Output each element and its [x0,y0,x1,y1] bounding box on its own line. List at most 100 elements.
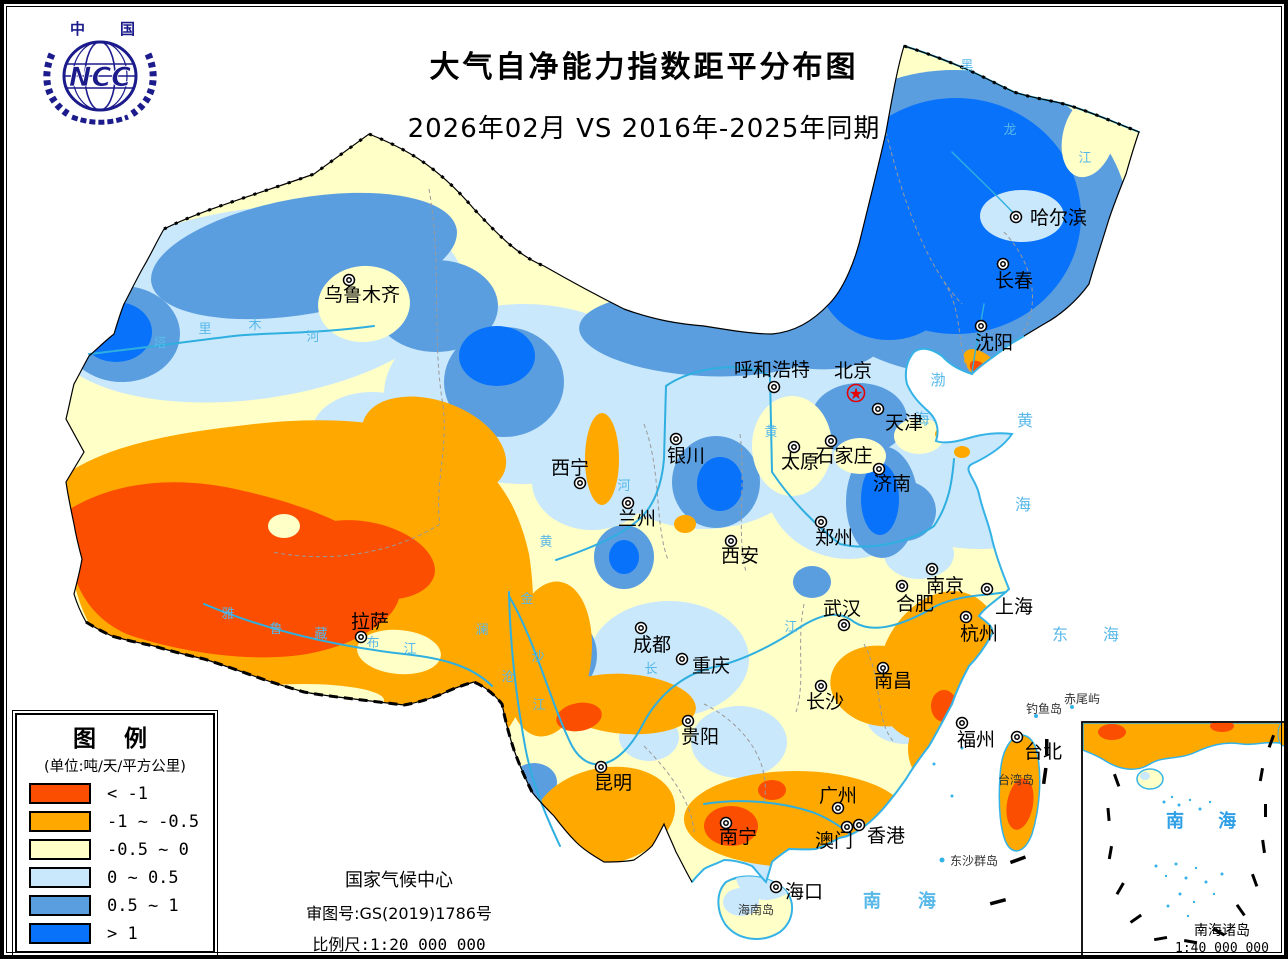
city-label: 贵阳 [681,726,719,748]
laurel-wreath-icon [43,52,157,125]
city-label: 南京 [926,575,964,597]
city-label: 济南 [873,473,911,495]
city-label: 石家庄 [815,445,872,467]
city-label: 上海 [995,596,1033,618]
city-label: 台北 [1024,741,1062,763]
city-label: 昆明 [594,772,632,794]
credits-block: 国家气候中心 审图号:GS(2019)1786号 比例尺:1:20 000 00… [244,866,554,955]
city-昆明: 昆明 [594,760,632,794]
city-label: 太原 [781,451,819,473]
city-label: 沈阳 [975,332,1013,354]
legend-swatch [29,923,91,944]
city-label: 武汉 [823,598,861,620]
sea-label: 黄 [1017,411,1033,430]
legend-title: 图 例 [72,726,157,752]
city-label: 北京 [834,360,872,382]
city-label: 西宁 [551,457,589,479]
city-marker-inner [638,625,644,631]
city-marker-inner [856,822,862,828]
city-呼和浩特: 呼和浩特 [734,359,810,394]
river-label: 金 [520,591,533,607]
city-marker-inner [723,820,729,826]
city-marker-inner [978,323,984,329]
legend-label: 0 ~ 0.5 [107,867,179,888]
city-台北: 台北 [1010,730,1062,763]
city-福州: 福州 [955,716,995,751]
city-label: 澳门 [815,830,853,852]
city-label: 重庆 [692,655,730,677]
city-南宁: 南宁 [719,816,757,848]
city-拉萨: 拉萨 [351,611,389,644]
legend-item: -0.5 ~ 0 [29,839,213,860]
city-marker-inner [963,614,969,620]
city-marker-inner [625,500,631,506]
city-label: 拉萨 [351,611,389,633]
inset-caption: 南海诸岛 [1194,923,1250,939]
city-label: 乌鲁木齐 [324,284,400,306]
city-label: 西安 [721,545,759,567]
sea-label: 海 [914,410,929,428]
city-label: 长沙 [806,691,844,713]
legend-label: < -1 [107,783,148,804]
city-marker-inner [679,656,685,662]
city-marker-inner [835,805,841,811]
city-上海: 上海 [980,582,1033,618]
city-武汉: 武汉 [823,598,861,632]
city-西宁: 西宁 [551,457,589,490]
city-西安: 西安 [721,534,759,567]
city-marker-inner [818,683,824,689]
city-澳门: 澳门 [815,820,854,852]
island-label: 赤尾屿 [1064,692,1100,706]
sea-label: 海 [1103,625,1119,644]
legend-item: -1 ~ -0.5 [29,811,213,832]
legend-label: -0.5 ~ 0 [107,839,189,860]
city-marker-inner [844,824,850,830]
legend-item: 0 ~ 0.5 [29,867,213,888]
inset-islands [1154,795,1224,918]
city-海口: 海口 [769,880,823,903]
city-label: 南宁 [719,826,757,848]
river-label: 江 [1078,151,1091,166]
river-label: 黄 [539,535,552,550]
city-label: 郑州 [815,527,853,549]
city-南京: 南京 [925,562,964,597]
city-marker-inner [685,718,691,724]
legend-swatch [29,839,91,860]
city-marker-inner [984,586,990,592]
river-label: 塔 [153,336,166,351]
legend-item: 0.5 ~ 1 [29,895,213,916]
city-乌鲁木齐: 乌鲁木齐 [324,273,400,306]
map-approval-number: 审图号:GS(2019)1786号 [306,904,492,923]
map-scale: 比例尺:1:20 000 000 [312,935,486,954]
city-marker-inner [1013,214,1019,220]
city-marker-inner [880,665,886,671]
inset-nine-dash-line [1106,734,1275,945]
legend-item: < -1 [29,783,213,804]
city-label: 哈尔滨 [1030,207,1087,229]
river-label: 龙 [1003,123,1016,138]
island-label: 钓鱼岛 [1026,701,1062,716]
city-沈阳: 沈阳 [974,319,1013,354]
city-银川: 银川 [667,432,705,467]
island-label: 东沙群岛 [950,853,998,868]
legend: 图 例 (单位:吨/天/平方公里) < -1 -1 ~ -0.5 -0.5 ~ 0 0… [12,710,218,955]
city-label: 成都 [633,634,671,656]
city-成都: 成都 [633,621,671,656]
city-label: 福州 [957,729,995,751]
legend-item: > 1 [29,923,213,944]
river-label: 雅 [221,607,234,622]
city-label: 杭州 [960,623,998,645]
island-label: 海南岛 [738,902,774,917]
coastline [691,335,1074,884]
legend-swatch [29,867,91,888]
city-marker-inner [771,384,777,390]
sea-labels: 渤海 黄海东 海南海 [863,371,1119,912]
inset-sea-label: 南 海 [1166,810,1250,832]
river-label: 沧 [501,669,514,685]
city-label: 南昌 [874,670,912,692]
city-label: 银川 [667,445,705,467]
sea-label: 东 [1052,625,1068,644]
